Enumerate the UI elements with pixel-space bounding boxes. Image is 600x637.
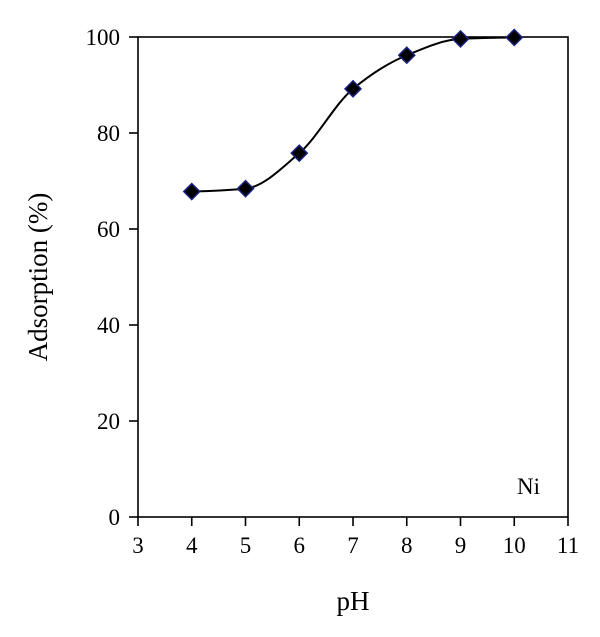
data-point-4 [397, 46, 416, 65]
x-tick-label-2: 5 [240, 533, 252, 558]
y-tick-label-5: 100 [86, 25, 121, 50]
x-tick-label-4: 7 [347, 533, 359, 558]
y-axis-title: Adsorption (%) [23, 193, 53, 362]
y-tick-label-3: 60 [97, 217, 120, 242]
data-point-3 [343, 79, 363, 98]
x-tick-label-3: 6 [294, 533, 306, 558]
tick-labels: 3 4 5 6 7 8 9 10 11 0 20 40 60 80 100 [86, 25, 580, 558]
axis-ticks [129, 36, 569, 526]
x-tick-label-6: 9 [455, 533, 467, 558]
x-tick-label-0: 3 [132, 533, 144, 558]
x-tick-label-5: 8 [401, 533, 413, 558]
data-point-5 [451, 29, 470, 48]
data-point-0 [182, 182, 201, 201]
x-axis-title: pH [337, 586, 370, 616]
data-markers [182, 28, 524, 201]
x-tick-label-8: 11 [557, 533, 579, 558]
x-tick-label-1: 4 [186, 533, 198, 558]
x-tick-label-7: 10 [503, 533, 526, 558]
data-point-2 [290, 144, 309, 163]
y-tick-label-0: 0 [109, 505, 121, 530]
y-tick-label-4: 80 [97, 121, 120, 146]
series-annotation: Ni [517, 474, 540, 499]
data-point-6 [505, 28, 524, 47]
y-tick-label-2: 40 [97, 313, 120, 338]
plot-frame [137, 36, 569, 518]
fit-curve [191, 36, 515, 193]
y-tick-label-1: 20 [97, 409, 120, 434]
data-point-1 [236, 179, 255, 198]
